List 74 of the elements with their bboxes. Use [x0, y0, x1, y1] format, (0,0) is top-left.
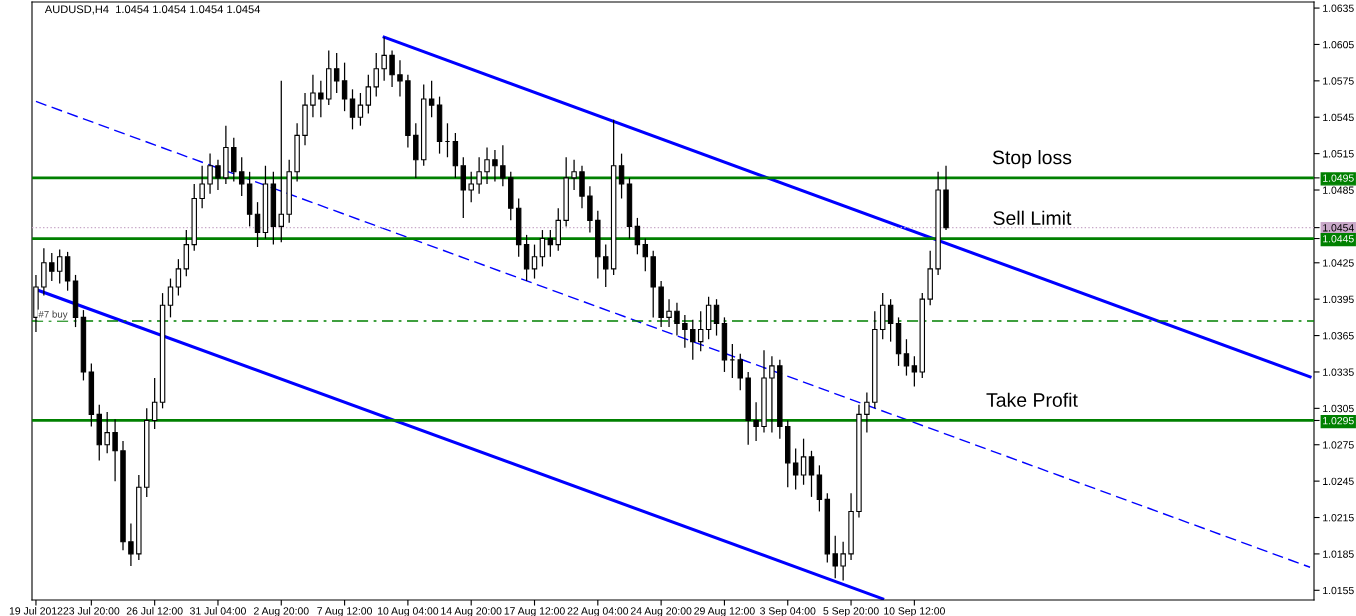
x-tick-label: 17 Aug 12:00: [504, 607, 565, 616]
y-tick-label: 1.0605: [1323, 40, 1354, 49]
ref-line-label: Sell Limit: [993, 210, 1072, 225]
candlestick: [41, 247, 47, 297]
x-tick-label: 22 Aug 04:00: [567, 607, 629, 616]
candlestick: [864, 391, 870, 434]
candlestick: [302, 92, 308, 146]
y-tick-label: 1.0305: [1323, 404, 1354, 413]
x-tick-label: 3 Sep 04:00: [760, 607, 816, 616]
x-tick-label: 19 Jul 2012: [9, 606, 63, 615]
ref-line-label: Stop loss: [992, 150, 1072, 169]
y-tick-label: 1.0185: [1323, 550, 1354, 558]
candlestick: [761, 349, 767, 434]
candlestick: [128, 522, 134, 567]
x-tick-label: 7 Aug 12:00: [317, 607, 372, 616]
y-tick-label: 1.0365: [1323, 332, 1354, 340]
candlestick: [666, 298, 672, 328]
candlestick: [215, 159, 221, 191]
y-tick-label: 1.0155: [1323, 586, 1354, 595]
y-tick-label: 1.0295: [1323, 416, 1354, 425]
y-tick-label: 1.0425: [1323, 259, 1354, 267]
ref-line-label: #7 buy: [38, 310, 68, 320]
x-tick-label: 23 Jul 20:00: [63, 606, 120, 615]
chart-title: AUDUSD,H4 1.0454 1.0454 1.0454 1.0454: [44, 5, 261, 15]
x-tick-label: 2 Aug 20:00: [254, 607, 309, 616]
y-tick-label: 1.0545: [1323, 113, 1354, 122]
candlestick: [658, 280, 664, 328]
candlestick: [935, 171, 941, 276]
candlestick: [571, 159, 577, 191]
x-tick-label: 10 Sep 12:00: [884, 607, 945, 616]
y-tick-label: 1.0335: [1323, 368, 1354, 376]
y-tick-label: 1.0454: [1323, 224, 1354, 232]
y-tick-label: 1.0495: [1323, 174, 1354, 182]
candlestick: [492, 149, 498, 183]
candlestick: [579, 165, 585, 209]
x-tick-label: 31 Jul 04:00: [189, 606, 246, 615]
candlestick: [397, 59, 403, 98]
y-tick-label: 1.0575: [1323, 77, 1354, 85]
candlestick: [199, 165, 205, 209]
y-tick-label: 1.0275: [1323, 441, 1354, 449]
y-tick-label: 1.0485: [1323, 186, 1354, 194]
candlestick: [856, 404, 862, 519]
x-tick-label: 24 Aug 20:00: [630, 607, 692, 616]
candlestick: [120, 440, 126, 551]
candlestick: [753, 401, 759, 442]
candlestick: [405, 74, 411, 149]
candlestick: [310, 74, 316, 118]
y-tick-label: 1.0445: [1323, 235, 1354, 243]
x-tick-label: 29 Aug 12:00: [694, 607, 755, 616]
candlestick: [223, 125, 229, 185]
candlestick: [943, 165, 949, 231]
y-tick-label: 1.0635: [1323, 4, 1354, 12]
candlestick: [840, 541, 846, 582]
candlestick: [500, 144, 506, 187]
candlestick: [207, 152, 213, 195]
candlestick: [587, 185, 593, 234]
candlestick: [389, 49, 395, 88]
candlestick: [484, 146, 490, 185]
y-tick-label: 1.0515: [1323, 150, 1354, 158]
candlestick: [848, 492, 854, 561]
candlestick: [674, 302, 680, 337]
x-tick-label: 5 Sep 20:00: [823, 607, 879, 616]
candlestick: [476, 156, 482, 195]
y-tick-label: 1.0215: [1323, 514, 1354, 522]
ref-line-label: Take Profit: [986, 392, 1078, 407]
x-tick-label: 10 Aug 04:00: [377, 607, 439, 616]
candlestick: [294, 122, 300, 183]
y-tick-label: 1.0245: [1323, 477, 1354, 485]
candlestick: [769, 355, 775, 434]
y-tick-label: 1.0395: [1323, 295, 1354, 304]
x-tick-label: 14 Aug 20:00: [441, 607, 502, 616]
candlestick: [112, 418, 118, 482]
x-tick-label: 26 Jul 12:00: [126, 606, 183, 615]
candlestick: [682, 314, 688, 349]
